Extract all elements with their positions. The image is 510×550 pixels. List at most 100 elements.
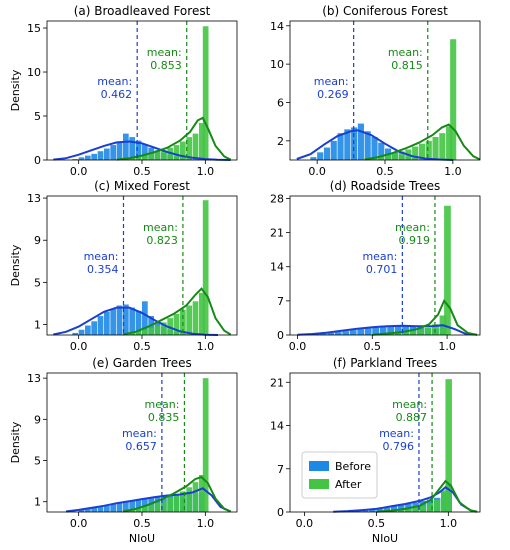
after-mean-label: mean:	[147, 46, 182, 59]
before-hist-bar	[390, 506, 398, 512]
y-axis-label: Density	[9, 244, 22, 286]
y-tick-label: 14	[270, 261, 284, 274]
before-hist-bar	[123, 133, 129, 160]
x-tick-label: 1.0	[438, 340, 456, 353]
after-hist-bar	[425, 140, 432, 160]
after-hist-bar	[173, 145, 180, 160]
x-tick-label: 0.5	[364, 340, 382, 353]
y-tick-label: 21	[270, 376, 284, 389]
after-hist-bar	[433, 499, 441, 512]
before-hist-bar	[364, 131, 371, 160]
before-mean-label: 0.796	[382, 440, 414, 453]
x-axis-label: NIoU	[129, 532, 155, 545]
panel-title: (d) Roadside Trees	[330, 179, 441, 193]
before-kde-line	[296, 129, 453, 161]
after-hist-bar	[385, 155, 392, 160]
after-kde-line	[122, 287, 232, 336]
y-tick-label: 7	[277, 463, 284, 476]
before-hist-bar	[330, 140, 337, 160]
y-tick-label: 14	[270, 420, 284, 433]
after-mean-label: 0.853	[150, 59, 182, 72]
y-tick-label: 1	[34, 496, 41, 509]
x-tick-label: 0.0	[70, 165, 88, 178]
before-hist-bar	[342, 331, 350, 335]
panel-4: (d) Roadside Treesmean:0.701mean:0.9190.…	[270, 179, 481, 353]
before-hist-bar	[354, 510, 362, 512]
x-tick-label: 1.0	[197, 340, 215, 353]
before-hist-bar	[97, 316, 104, 335]
after-hist-bar	[186, 305, 193, 335]
before-mean-label: 0.269	[317, 88, 349, 101]
before-hist-bar	[116, 502, 123, 512]
before-hist-bar	[110, 308, 117, 335]
y-tick-label: 5	[34, 276, 41, 289]
before-mean-label: mean:	[122, 427, 157, 440]
after-hist-bar	[418, 143, 426, 160]
after-mean-label: 0.815	[391, 59, 423, 72]
after-hist-bar	[186, 487, 193, 512]
y-tick-label: 21	[270, 227, 284, 240]
after-hist-bar	[202, 378, 209, 512]
before-hist-bar	[110, 145, 117, 160]
before-hist-bar	[394, 325, 402, 335]
before-hist-bar	[116, 305, 123, 335]
before-hist-bar	[327, 333, 335, 335]
after-hist-bar	[199, 474, 205, 512]
after-mean-label: 0.835	[148, 411, 180, 424]
before-hist-bar	[357, 123, 364, 160]
before-hist-bar	[85, 325, 91, 335]
x-tick-label: 0.0	[308, 165, 326, 178]
after-mean-label: mean:	[395, 221, 430, 234]
after-hist-bar	[450, 39, 457, 161]
panel-title: (a) Broadleaved Forest	[74, 4, 211, 18]
after-hist-bar	[135, 331, 142, 335]
before-mean-label: mean:	[84, 250, 119, 263]
after-hist-bar	[445, 379, 452, 512]
y-tick-label: 6	[277, 96, 284, 109]
axes-frame	[289, 195, 481, 336]
y-tick-label: 15	[27, 22, 41, 35]
after-hist-bar	[142, 155, 148, 160]
after-hist-bar	[154, 325, 161, 335]
before-hist-bar	[110, 503, 117, 512]
after-hist-bar	[394, 333, 402, 335]
panel-title: (c) Mixed Forest	[94, 179, 190, 193]
after-hist-bar	[424, 327, 432, 335]
before-hist-bar	[142, 144, 148, 160]
x-tick-label: 0.0	[296, 517, 314, 530]
y-tick-label: 5	[34, 110, 41, 123]
before-hist-bar	[116, 142, 123, 160]
after-hist-bar	[405, 508, 412, 512]
panel-title: (e) Garden Trees	[92, 356, 192, 370]
after-hist-bar	[446, 126, 453, 160]
before-hist-bar	[78, 509, 85, 512]
after-hist-bar	[199, 123, 205, 160]
after-hist-bar	[167, 318, 174, 335]
after-hist-bar	[402, 332, 409, 335]
after-mean-label: mean:	[388, 46, 423, 59]
after-mean-label: mean:	[143, 221, 178, 234]
x-tick-label: 0.5	[376, 165, 394, 178]
after-hist-bar	[148, 504, 155, 512]
after-mean-label: mean:	[392, 398, 427, 411]
after-hist-bar	[161, 150, 167, 160]
before-mean-label: 0.354	[87, 263, 119, 276]
before-hist-bar	[104, 148, 110, 160]
legend-box	[301, 451, 378, 499]
y-tick-label: 5	[34, 455, 41, 468]
y-tick-label: 0	[277, 329, 284, 342]
before-hist-bar	[97, 151, 104, 160]
y-tick-label: 9	[34, 234, 41, 247]
after-mean-label: 0.823	[146, 234, 178, 247]
after-hist-bar	[412, 507, 419, 512]
before-mean-label: mean:	[362, 250, 397, 263]
before-hist-bar	[129, 500, 136, 512]
after-hist-bar	[129, 157, 136, 160]
after-hist-bar	[129, 332, 136, 335]
y-tick-label: 28	[270, 192, 284, 205]
after-hist-bar	[154, 152, 161, 160]
before-hist-bar	[85, 508, 91, 512]
before-hist-bar	[369, 509, 376, 512]
panel-2: (b) Coniferous Forestmean:0.269mean:0.81…	[270, 4, 481, 178]
